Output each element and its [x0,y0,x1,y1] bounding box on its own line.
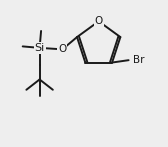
Text: Br: Br [133,55,144,65]
Text: O: O [58,44,67,54]
Text: Si: Si [34,43,45,53]
Text: O: O [95,16,103,26]
